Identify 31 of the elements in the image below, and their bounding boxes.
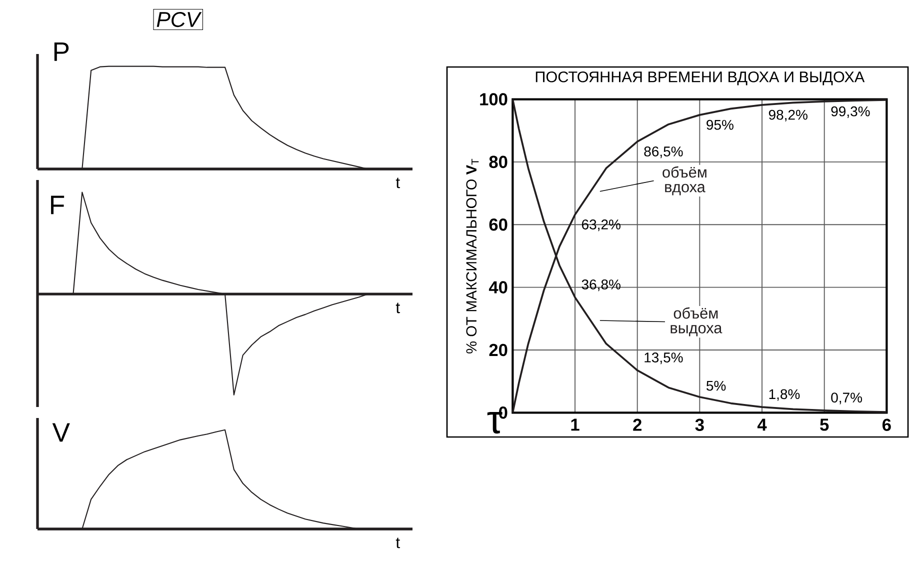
x-tick-label: 4 <box>757 418 767 431</box>
x-tick-label: 2 <box>633 418 642 431</box>
y-tick-label: 80 <box>489 156 508 168</box>
text: объём выдоха <box>670 307 722 336</box>
y-tick-label: 20 <box>489 344 508 356</box>
x-tick-label: 3 <box>695 418 704 431</box>
x-tick-label: 5 <box>820 418 829 431</box>
data-label: 0,7% <box>831 392 862 404</box>
y-tick-label: 40 <box>488 281 508 294</box>
data-label: 99,3% <box>831 106 870 118</box>
data-label: 98,2% <box>768 110 808 122</box>
y-axis-title: F <box>51 196 64 214</box>
data-label: 5% <box>706 380 726 391</box>
chart-title: ПОСТОЯННАЯ ВРЕМЕНИ ВДОХА И ВЫДОХА <box>536 71 865 86</box>
data-label: 1,8% <box>769 389 800 401</box>
x-tick-label: 1 <box>571 418 580 431</box>
data-label: 95% <box>706 120 734 130</box>
line-series <box>512 98 888 414</box>
text: объём вдоха <box>662 166 706 196</box>
chart-title: PCV <box>156 12 202 28</box>
y-axis-title: % ОТ МАКСИМАЛЬНОГО V$_{Т}$ <box>466 158 479 354</box>
data-label: 86,5% <box>644 146 683 158</box>
x-tick-label: 6 <box>882 418 891 431</box>
y-axis-title: V <box>52 423 70 442</box>
data-label: 13,5% <box>644 352 683 364</box>
y-axis-title: P <box>54 42 69 61</box>
x-axis-title: t <box>396 178 400 188</box>
x-axis-title: t <box>396 538 400 548</box>
y-tick-label: 60 <box>489 218 508 231</box>
y-tick-label: 100 <box>480 93 508 106</box>
x-axis-title: t <box>396 302 400 314</box>
